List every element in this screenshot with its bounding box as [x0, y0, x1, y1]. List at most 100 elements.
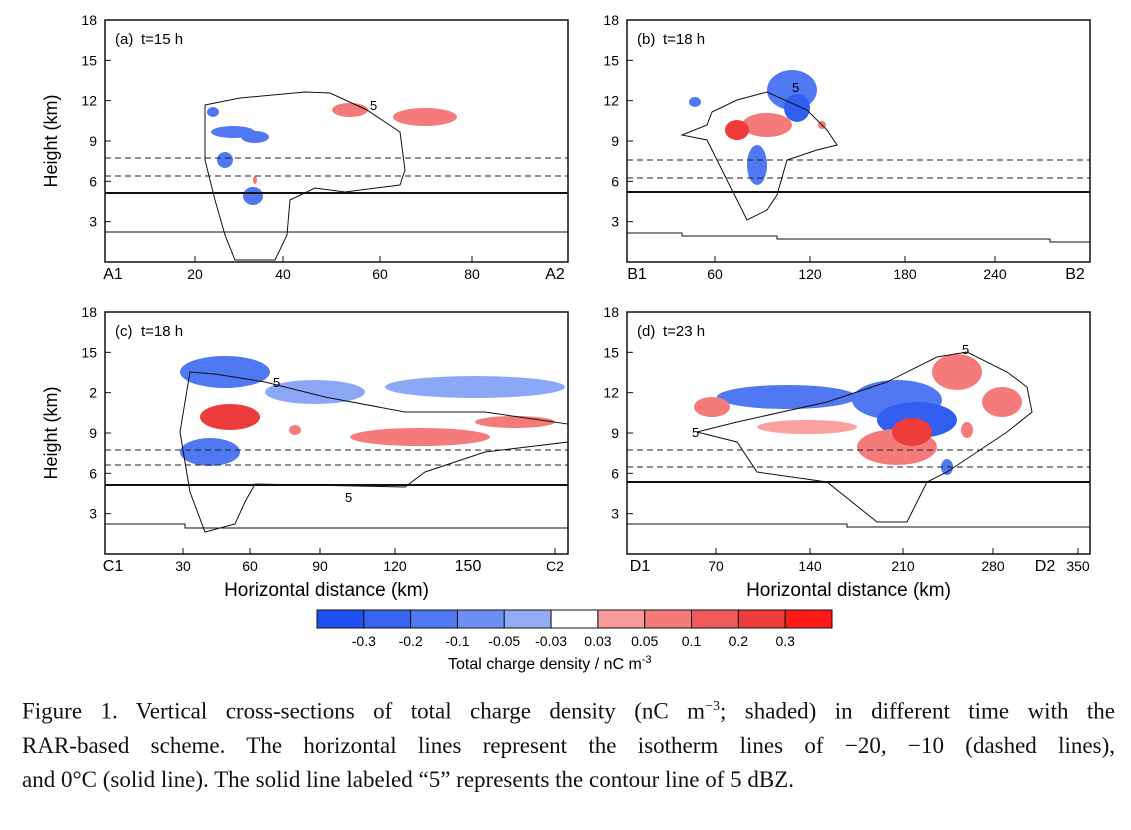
charge-region: [350, 428, 490, 446]
charge-region: [207, 107, 219, 117]
contour-label: 5: [792, 80, 799, 95]
colorbar-label: 0.03: [584, 633, 611, 649]
charge-region: [747, 145, 767, 185]
panel-time: t=15 h: [141, 31, 183, 48]
colorbar-label: 0.3: [775, 633, 795, 649]
y-tick-label: 18: [603, 12, 619, 28]
y-tick-label: 6: [611, 173, 619, 189]
x-tick-label: 20: [187, 266, 203, 282]
panel-time: t=18 h: [141, 323, 183, 340]
x-tick-label: 210: [891, 558, 915, 574]
colorbar-label: -0.2: [399, 633, 423, 649]
panel-label: (c): [115, 323, 133, 340]
colorbar-box: [550, 609, 599, 629]
y-tick-label: 12: [81, 93, 97, 109]
reflectivity-contour: [680, 91, 838, 221]
charge-region: [265, 380, 365, 404]
y-tick-label: 3: [611, 214, 619, 230]
caption-line: Figure 1. Vertical cross-sections of tot…: [22, 690, 1115, 729]
x-tick-label: 140: [798, 558, 822, 574]
x-tick-label: B1: [627, 266, 647, 283]
charge-region: [717, 385, 857, 409]
y-tick-label: 2: [89, 385, 97, 401]
panel-time: t=23 h: [663, 323, 705, 340]
charge-region: [475, 416, 555, 428]
x-tick-label: 60: [707, 266, 723, 282]
charge-region: [784, 94, 810, 122]
x-tick-label: 150: [455, 558, 482, 575]
colorbar-box: [503, 609, 552, 629]
y-tick-label: 3: [89, 506, 97, 522]
colorbar-label: 0.2: [729, 633, 749, 649]
charge-region: [180, 356, 270, 388]
contour-label: 5: [962, 342, 969, 357]
x-tick-label: 60: [372, 266, 388, 282]
x-tick-label: 350: [1066, 558, 1090, 574]
colorbar-box: [784, 609, 833, 629]
x-tick-label: 60: [242, 558, 258, 574]
caption-line: RAR-based scheme. The horizontal lines r…: [22, 732, 1115, 758]
colorbar-label: -0.05: [488, 633, 520, 649]
y-tick-label: 18: [81, 12, 97, 28]
x-tick-label: D2: [1035, 558, 1056, 575]
x-tick-label: 40: [275, 266, 291, 282]
panel-frame: [104, 19, 569, 263]
y-axis-label: Height (km): [41, 386, 61, 479]
caption-line: and 0°C (solid line). The solid line lab…: [22, 766, 795, 792]
terrain: [627, 232, 1090, 243]
x-tick-label: A2: [545, 266, 565, 283]
panel-label: (a): [115, 31, 133, 48]
colorbar-box: [691, 609, 739, 629]
x-axis-label: Horizontal distance (km): [746, 580, 951, 601]
panel-frame: [104, 311, 569, 555]
x-tick-label: 120: [383, 558, 407, 574]
charge-region: [200, 404, 260, 430]
charge-region: [253, 176, 257, 184]
x-tick-label: 70: [708, 558, 724, 574]
y-tick-label: 12: [603, 385, 619, 401]
panel-label: (b): [637, 31, 655, 48]
charge-region: [689, 97, 701, 107]
charge-region: [385, 376, 565, 398]
y-tick-label: 9: [611, 133, 619, 149]
charge-region: [241, 131, 269, 143]
colorbar-box: [410, 609, 458, 629]
colorbar-label: -0.03: [535, 633, 567, 649]
x-tick-label: 90: [312, 558, 328, 574]
panel: 5 5 (d) t=23 h 18 15 12 9 6 3 D1 70 140 210 280 D2 350 Ho…: [603, 304, 1091, 601]
colorbar-label: -0.1: [445, 633, 469, 649]
caption: Figure 1. Vertical cross-sections of tot…: [22, 690, 1115, 797]
x-tick-label: C2: [546, 558, 564, 574]
x-tick-label: C1: [103, 558, 124, 575]
colorbar-label: 0.1: [682, 633, 702, 649]
y-tick-label: 18: [81, 304, 97, 320]
x-tick-label: B2: [1065, 266, 1085, 283]
charge-region: [289, 425, 301, 435]
x-tick-label: 240: [983, 266, 1007, 282]
reflectivity-contour: [696, 351, 1033, 523]
y-tick-label: 6: [89, 173, 97, 189]
x-tick-label: 280: [981, 558, 1005, 574]
panel-label: (d): [637, 323, 655, 340]
y-tick-label: 15: [81, 52, 97, 68]
y-tick-label: 6: [611, 465, 619, 481]
colorbar-title: Total charge density / nC m-3: [448, 654, 652, 673]
charge-region: [892, 418, 932, 446]
colorbar-box: [737, 609, 786, 629]
colorbar-box: [363, 609, 412, 629]
charge-region: [180, 438, 240, 466]
charge-region: [725, 120, 749, 140]
y-tick-label: 3: [89, 214, 97, 230]
charge-region: [393, 108, 457, 126]
charge-region: [982, 387, 1022, 417]
colorbar-label: 0.05: [631, 633, 658, 649]
charge-region: [742, 113, 792, 137]
x-tick-label: 30: [175, 558, 191, 574]
panel: 5 5 (c) t=18 h 18 15 2 9 6 3 C1 30 60 90 120 150 C2 Heigh…: [41, 304, 569, 601]
terrain: [627, 523, 1090, 528]
colorbar-label: -0.3: [352, 633, 376, 649]
y-tick-label: 15: [603, 344, 619, 360]
y-tick-label: 12: [603, 93, 619, 109]
charge-region: [932, 354, 982, 390]
